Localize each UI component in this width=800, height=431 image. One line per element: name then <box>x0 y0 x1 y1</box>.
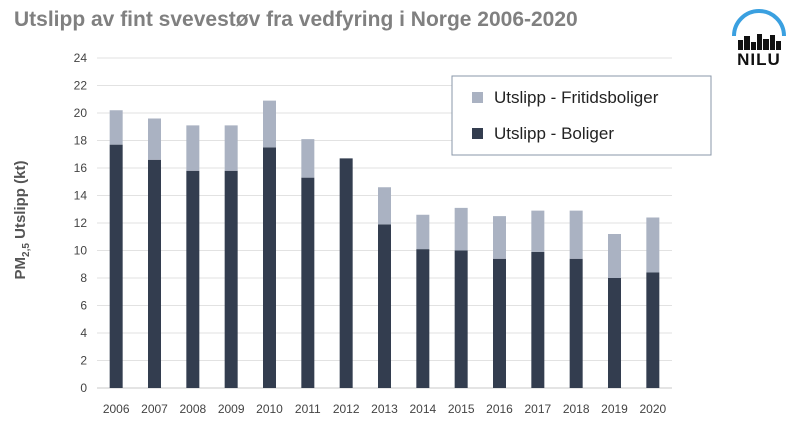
bar-boliger <box>339 158 353 388</box>
x-tick-label: 2013 <box>371 402 398 416</box>
bar-boliger <box>493 258 506 388</box>
bar-boliger <box>301 177 315 388</box>
legend-label: Utslipp - Fritidsboliger <box>494 88 659 107</box>
bar-boliger <box>224 170 238 388</box>
y-tick-label: 22 <box>74 79 88 93</box>
bar-boliger <box>454 250 468 388</box>
y-tick-label: 8 <box>80 271 87 285</box>
y-tick-label: 2 <box>80 354 87 368</box>
x-tick-label: 2006 <box>103 402 130 416</box>
x-tick-label: 2018 <box>563 402 590 416</box>
y-tick-label: 20 <box>74 106 88 120</box>
bar-fritidsboliger <box>531 210 545 252</box>
bar-fritidsboliger <box>569 210 583 259</box>
y-tick-label: 12 <box>74 216 88 230</box>
bar-fritidsboliger <box>301 139 315 178</box>
bar-fritidsboliger <box>186 125 200 171</box>
bar-fritidsboliger <box>148 118 161 160</box>
bar-fritidsboliger <box>416 214 430 250</box>
y-tick-label: 6 <box>80 299 87 313</box>
x-tick-label: 2017 <box>524 402 551 416</box>
x-tick-label: 2008 <box>179 402 206 416</box>
x-tick-label: 2009 <box>218 402 245 416</box>
bar-boliger <box>186 170 200 388</box>
nilu-logo: NILU <box>728 6 790 76</box>
legend-label: Utslipp - Boliger <box>494 124 614 143</box>
bar-fritidsboliger <box>224 125 238 171</box>
x-tick-label: 2015 <box>448 402 475 416</box>
y-tick-label: 4 <box>80 326 87 340</box>
bar-boliger <box>608 278 621 388</box>
chart-title: Utslipp av fint svevestøv fra vedfyring … <box>14 8 578 31</box>
y-tick-label: 18 <box>74 134 88 148</box>
legend-swatch <box>472 92 483 103</box>
bar-boliger <box>109 144 123 388</box>
y-tick-label: 0 <box>80 381 87 395</box>
x-tick-label: 2010 <box>256 402 283 416</box>
bar-boliger <box>263 147 276 388</box>
y-tick-label: 10 <box>74 244 88 258</box>
x-tick-label: 2011 <box>295 402 321 416</box>
x-tick-label: 2019 <box>601 402 628 416</box>
y-tick-label: 16 <box>74 161 88 175</box>
x-tick-label: 2014 <box>409 402 436 416</box>
y-tick-label: 14 <box>74 189 88 203</box>
bar-fritidsboliger <box>263 100 276 148</box>
logo-text: NILU <box>737 50 781 69</box>
bar-boliger <box>569 258 583 388</box>
bar-fritidsboliger <box>378 187 391 225</box>
bar-fritidsboliger <box>493 216 506 259</box>
bar-boliger <box>378 224 391 388</box>
bar-boliger <box>646 272 660 388</box>
x-tick-label: 2012 <box>333 402 360 416</box>
bar-fritidsboliger <box>608 234 621 278</box>
legend-swatch <box>472 128 483 139</box>
bar-boliger <box>148 159 161 388</box>
bar-boliger <box>416 249 430 388</box>
legend-box <box>451 75 712 156</box>
x-tick-label: 2016 <box>486 402 513 416</box>
y-tick-label: 24 <box>74 51 88 65</box>
bar-boliger <box>531 251 545 388</box>
x-tick-label: 2007 <box>141 402 168 416</box>
x-tick-label: 2020 <box>639 402 666 416</box>
bar-fritidsboliger <box>109 110 123 145</box>
bar-fritidsboliger <box>454 207 468 251</box>
city-skyline-arc-icon <box>732 9 786 50</box>
bar-fritidsboliger <box>646 217 660 273</box>
